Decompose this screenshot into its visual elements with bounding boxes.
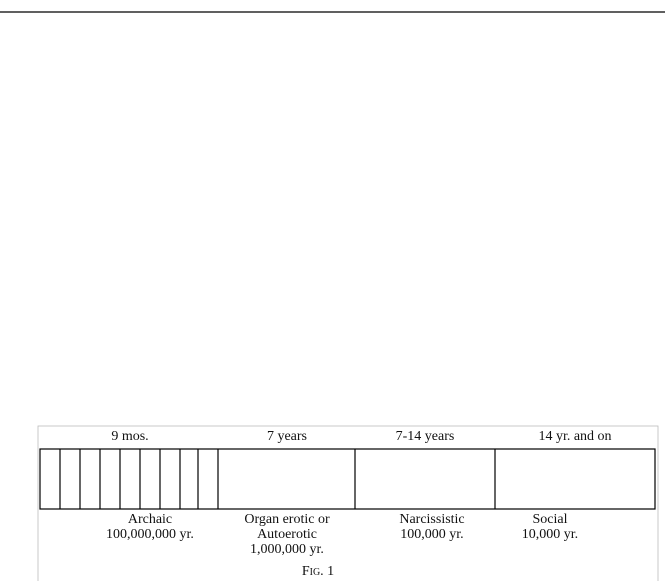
period-span: 7-14 years xyxy=(396,429,455,444)
period-label: Autoerotic xyxy=(257,527,317,542)
timeline-box xyxy=(39,448,656,510)
period-label: 100,000,000 yr. xyxy=(106,527,194,542)
period-span: 14 yr. and on xyxy=(538,429,611,444)
period-label: Archaic xyxy=(128,512,172,527)
period-label: Organ erotic or xyxy=(244,512,330,527)
period-span: 9 mos. xyxy=(111,429,148,444)
figure-frame xyxy=(37,425,659,581)
period-span: 7 years xyxy=(267,429,307,444)
figure-caption: Fig. 1 xyxy=(302,564,334,579)
period-label: 100,000 yr. xyxy=(400,527,463,542)
timeline-bar xyxy=(39,448,656,510)
period-label: 1,000,000 yr. xyxy=(250,542,324,557)
period-label: Narcissistic xyxy=(399,512,464,527)
period-label: Social xyxy=(533,512,568,527)
period-label: 10,000 yr. xyxy=(522,527,578,542)
